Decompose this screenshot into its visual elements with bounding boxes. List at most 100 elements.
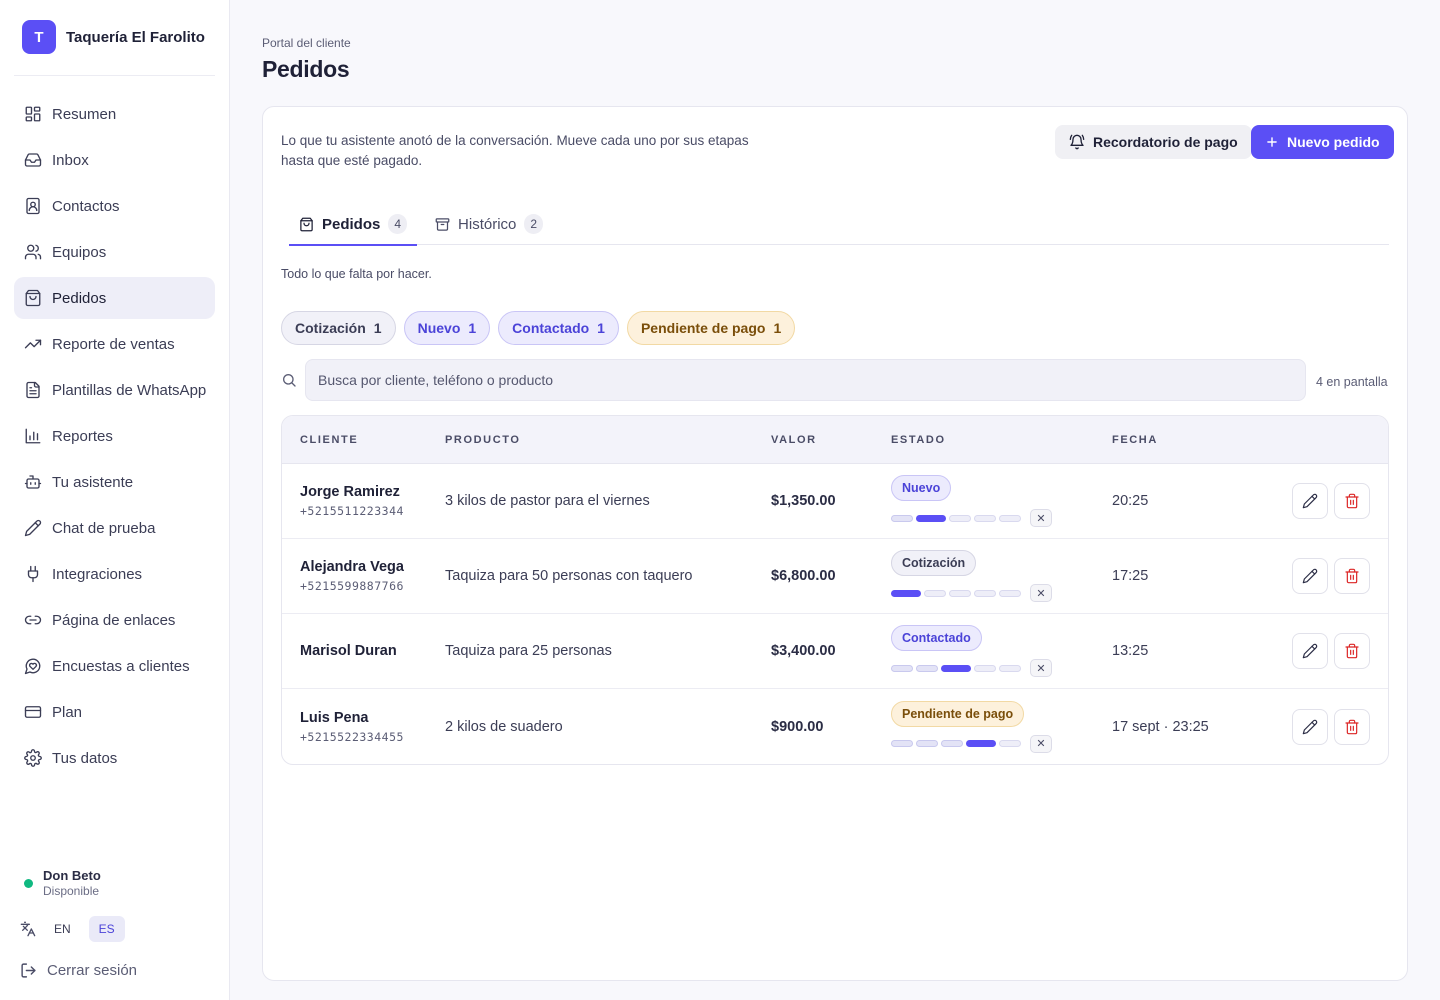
brand-logo: T bbox=[22, 20, 56, 54]
stage-segment[interactable] bbox=[974, 664, 996, 672]
sidebar-item-equipos[interactable]: Equipos bbox=[14, 231, 215, 273]
sidebar-item-inbox[interactable]: Inbox bbox=[14, 139, 215, 181]
tab-pedidos[interactable]: Pedidos 4 bbox=[289, 203, 418, 246]
status-badge[interactable]: Pendiente de pago bbox=[891, 700, 1025, 727]
stage-segment[interactable] bbox=[941, 740, 963, 747]
plus-icon bbox=[1265, 135, 1279, 149]
value-cell: $3,400.00 bbox=[771, 643, 836, 659]
client-phone: +5215522334455 bbox=[300, 729, 404, 744]
edit-button[interactable] bbox=[1292, 708, 1328, 745]
pencil-icon bbox=[1302, 568, 1318, 584]
client-name: Jorge Ramirez bbox=[300, 484, 400, 500]
bar-chart-icon bbox=[24, 427, 42, 445]
cancel-stage-button[interactable]: ✕ bbox=[1030, 734, 1052, 753]
filter-chip-nuevo[interactable]: Nuevo 1 bbox=[403, 311, 491, 345]
pencil-icon bbox=[1302, 719, 1318, 735]
date-cell: 17:25 bbox=[1112, 568, 1149, 584]
delete-button[interactable] bbox=[1334, 558, 1370, 594]
sidebar-item-tu-asistente[interactable]: Tu asistente bbox=[14, 461, 215, 503]
stage-segment[interactable] bbox=[999, 514, 1021, 522]
stage-segment[interactable] bbox=[999, 664, 1021, 672]
stage-segment[interactable] bbox=[949, 514, 971, 522]
chip-count: 1 bbox=[373, 320, 382, 336]
stage-segment[interactable] bbox=[966, 740, 996, 747]
sidebar-item-label: Reporte de ventas bbox=[52, 335, 175, 353]
lang-es-button[interactable]: ES bbox=[88, 916, 125, 942]
sidebar-item-label: Página de enlaces bbox=[52, 611, 176, 629]
shopping-bag-icon bbox=[299, 217, 314, 232]
stage-segment[interactable] bbox=[891, 589, 921, 597]
tabs: Pedidos 4 Histórico 2 bbox=[289, 203, 1389, 246]
chip-count: 1 bbox=[773, 320, 782, 336]
filter-chip-cotizacion[interactable]: Cotización 1 bbox=[281, 311, 396, 345]
tab-historico[interactable]: Histórico 2 bbox=[425, 203, 553, 245]
status-badge[interactable]: Nuevo bbox=[891, 475, 952, 501]
delete-button[interactable] bbox=[1334, 633, 1370, 669]
sidebar-item-chat-de-prueba[interactable]: Chat de prueba bbox=[14, 507, 215, 549]
tab-label: Histórico bbox=[458, 215, 517, 233]
user-status[interactable]: Don Beto Disponible bbox=[24, 868, 101, 898]
sidebar-item-contactos[interactable]: Contactos bbox=[14, 185, 215, 227]
delete-button[interactable] bbox=[1334, 483, 1370, 519]
stage-segment[interactable] bbox=[891, 664, 913, 672]
edit-button[interactable] bbox=[1292, 558, 1328, 594]
stage-segment[interactable] bbox=[891, 740, 913, 747]
table-row[interactable]: Alejandra Vega +5215599887766 Taquiza para… bbox=[282, 539, 1388, 614]
sidebar-item-encuestas-a-clientes[interactable]: Encuestas a clientes bbox=[14, 645, 215, 687]
client-phone: +5215511223344 bbox=[300, 504, 404, 518]
filter-chip-contactado[interactable]: Contactado 1 bbox=[498, 311, 619, 345]
logout-button[interactable]: Cerrar sesión bbox=[20, 962, 137, 979]
table-row[interactable]: Marisol Duran Taquiza para 25 personas $3,… bbox=[282, 614, 1388, 689]
sidebar-nav: Resumen Inbox Contactos Equipos Pedidos Repor… bbox=[14, 93, 215, 783]
breadcrumb[interactable]: Portal del cliente bbox=[262, 36, 351, 50]
stage-segment[interactable] bbox=[974, 589, 996, 597]
sidebar-item-plantillas-de-whatsapp[interactable]: Plantillas de WhatsApp bbox=[14, 369, 215, 411]
sidebar-item-integraciones[interactable]: Integraciones bbox=[14, 553, 215, 595]
stage-segment[interactable] bbox=[941, 664, 971, 672]
stage-segment[interactable] bbox=[924, 589, 946, 597]
chip-count: 1 bbox=[468, 320, 477, 336]
user-availability: Disponible bbox=[43, 884, 100, 898]
sidebar-item-resumen[interactable]: Resumen bbox=[14, 93, 215, 135]
stage-segment[interactable] bbox=[891, 514, 913, 522]
table-row[interactable]: Luis Pena +5215522334455 2 kilos de suader… bbox=[282, 689, 1388, 764]
stage-segment[interactable] bbox=[916, 664, 938, 672]
stage-segment[interactable] bbox=[916, 740, 938, 747]
sidebar-item-label: Contactos bbox=[52, 197, 120, 215]
sidebar-item-tus-datos[interactable]: Tus datos bbox=[14, 737, 215, 779]
product-cell: 2 kilos de suadero bbox=[445, 718, 563, 735]
edit-button[interactable] bbox=[1292, 633, 1328, 669]
lang-en-button[interactable]: EN bbox=[54, 922, 71, 936]
payment-reminder-button[interactable]: Recordatorio de pago bbox=[1055, 125, 1252, 159]
table-row[interactable]: Jorge Ramirez +5215511223344 3 kilos de pa… bbox=[282, 464, 1388, 539]
cancel-stage-button[interactable]: ✕ bbox=[1030, 509, 1052, 527]
users-icon bbox=[24, 243, 42, 261]
cancel-stage-button[interactable]: ✕ bbox=[1030, 584, 1052, 602]
delete-button[interactable] bbox=[1334, 708, 1370, 745]
stage-segment[interactable] bbox=[974, 514, 996, 522]
status-dot bbox=[24, 879, 33, 888]
tab-label: Pedidos bbox=[322, 215, 381, 233]
client-name: Alejandra Vega bbox=[300, 559, 404, 575]
new-order-button[interactable]: Nuevo pedido bbox=[1251, 125, 1394, 159]
sidebar-item-plan[interactable]: Plan bbox=[14, 691, 215, 733]
plug-icon bbox=[24, 565, 42, 583]
status-badge[interactable]: Cotización bbox=[891, 550, 977, 576]
sidebar-item-reportes[interactable]: Reportes bbox=[14, 415, 215, 457]
search-input[interactable] bbox=[305, 359, 1306, 401]
sidebar-item-pagina-de-enlaces[interactable]: Página de enlaces bbox=[14, 599, 215, 641]
table-body: Jorge Ramirez +5215511223344 3 kilos de pa… bbox=[282, 464, 1388, 764]
stage-segment[interactable] bbox=[999, 740, 1021, 747]
status-badge[interactable]: Contactado bbox=[891, 625, 982, 651]
edit-button[interactable] bbox=[1292, 483, 1328, 519]
cancel-stage-button[interactable]: ✕ bbox=[1030, 659, 1052, 677]
results-count: 4 en pantalla bbox=[1316, 375, 1388, 389]
filter-chip-pendiente-de-pago[interactable]: Pendiente de pago 1 bbox=[626, 311, 796, 345]
brand[interactable]: T Taquería El Farolito bbox=[22, 20, 214, 54]
page-title: Pedidos bbox=[262, 56, 350, 82]
stage-segment[interactable] bbox=[999, 589, 1021, 597]
sidebar-item-pedidos[interactable]: Pedidos bbox=[14, 277, 215, 319]
sidebar-item-reporte-de-ventas[interactable]: Reporte de ventas bbox=[14, 323, 215, 365]
stage-segment[interactable] bbox=[916, 514, 946, 522]
stage-segment[interactable] bbox=[949, 589, 971, 597]
